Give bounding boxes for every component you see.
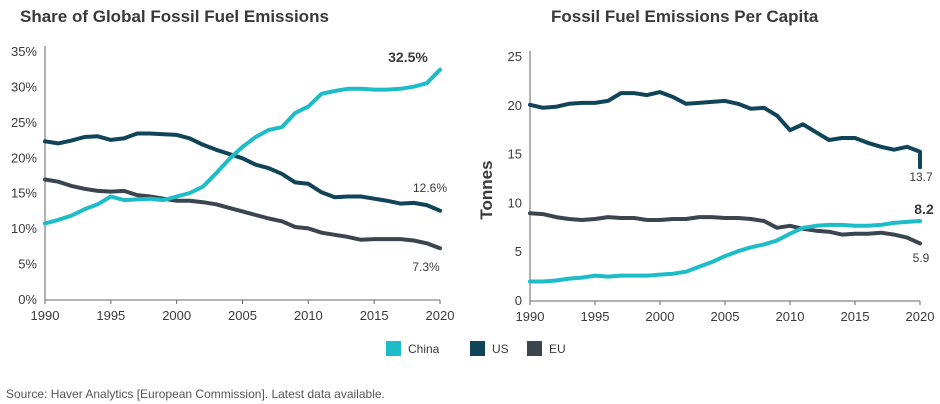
left-y-tick-label: 35% [11,44,37,59]
left-x-tick-label: 2020 [426,308,455,323]
right-x-tick-label: 2020 [906,309,935,324]
right-end-label-eu: 5.9 [913,251,930,265]
left-y-tick-label: 30% [11,79,37,94]
left-y-tick-label: 15% [11,186,37,201]
right-y-tick-label: 0 [515,293,522,308]
right-x-tick-label: 1995 [581,309,610,324]
left-x-tick-label: 1995 [96,308,125,323]
left-x-tick-label: 2005 [228,308,257,323]
right-series-line-us [528,90,922,170]
legend-swatch-china [386,341,401,356]
left-chart-plot: 0% 5% 10% 15% 20% 25% 30% 35% 1990 1995 2000 2005 20… [11,44,454,323]
right-series-line-eu [528,211,922,246]
right-end-label-us: 13.7 [909,170,933,184]
right-x-tick-label: 2010 [776,309,805,324]
right-y-tick-label: 25 [508,49,522,64]
left-x-tick-label: 2015 [360,308,389,323]
left-end-label-china: 32.5% [388,49,428,65]
left-y-tick-label: 10% [11,221,37,236]
left-y-tick-label: 20% [11,150,37,165]
right-y-tick-label: 15 [508,147,522,162]
right-y-tick-label: 10 [508,195,522,210]
legend-swatch-eu [527,341,542,356]
right-x-tick-label: 2005 [711,309,740,324]
left-x-tick-label: 2000 [162,308,191,323]
legend-label-us: US [492,342,509,356]
right-y-tick-label: 20 [508,98,522,113]
source-note: Source: Haver Analytics [European Commis… [6,387,385,401]
right-x-tick-label: 1990 [516,309,545,324]
right-x-tick-label: 2015 [841,309,870,324]
left-series-line-china [43,67,442,226]
legend-label-eu: EU [549,342,566,356]
legend-label-china: China [408,342,440,356]
left-y-tick-label: 5% [18,257,37,272]
left-series-line-us [43,131,442,213]
right-x-tick-label: 2000 [646,309,675,324]
right-chart-title: Fossil Fuel Emissions Per Capita [551,7,819,26]
left-y-tick-label: 0% [18,292,37,307]
left-x-tick-label: 2010 [294,308,323,323]
left-series-line-eu [43,177,442,251]
left-end-label-eu: 7.3% [412,260,440,274]
right-end-label-china: 8.2 [914,201,934,217]
right-chart-y-axis-label: Tonnes [477,160,496,219]
right-y-tick-label: 5 [515,244,522,259]
left-x-tick-label: 1990 [31,308,60,323]
legend: China US EU [386,341,566,356]
left-end-label-us: 12.6% [413,181,447,195]
right-chart-plot: 0 5 10 15 20 25 1990 1995 2000 2005 2010 2015 2020 13… [508,49,935,324]
left-y-tick-label: 25% [11,115,37,130]
right-series-line-china [528,219,922,284]
left-chart-title: Share of Global Fossil Fuel Emissions [20,7,329,26]
legend-swatch-us [470,341,485,356]
